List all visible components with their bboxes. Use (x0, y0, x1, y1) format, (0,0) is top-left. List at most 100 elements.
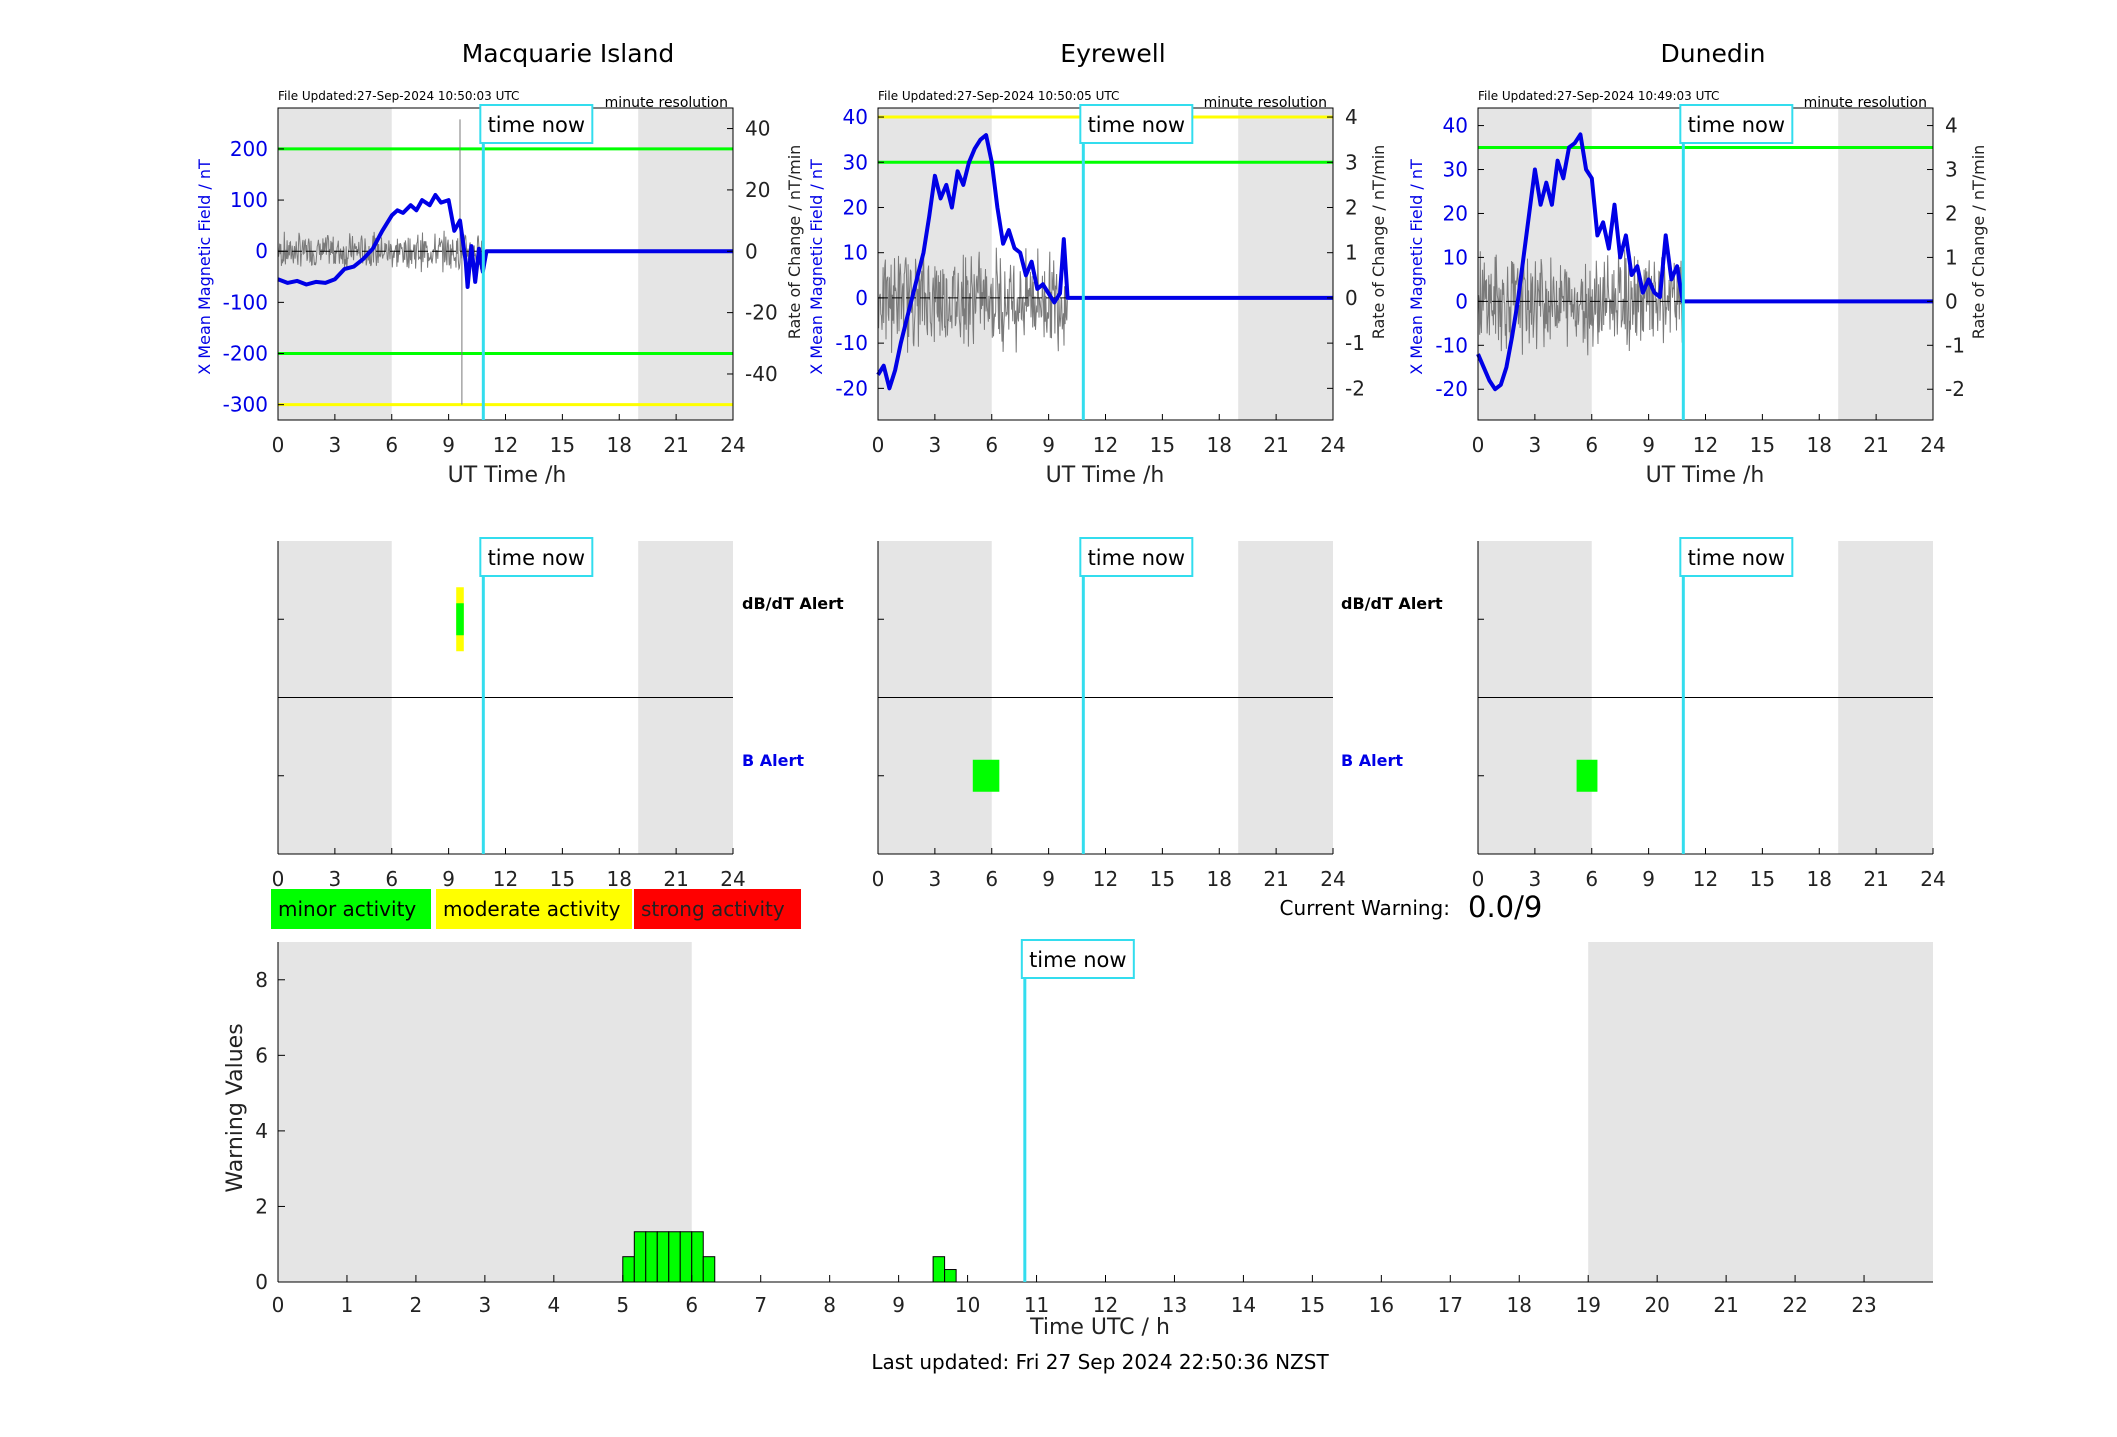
x-tick-label: 19 (1575, 1293, 1600, 1317)
x-tick-label: 3 (329, 433, 342, 457)
x-tick-label: 15 (550, 433, 575, 457)
file-updated-dunedin: File Updated:27-Sep-2024 10:49:03 UTC (1478, 89, 1719, 103)
night-shade-1 (1238, 108, 1333, 420)
warning-bar (645, 1231, 658, 1283)
x-tick-label: 12 (1093, 1293, 1118, 1317)
panel-title-macquarie: Macquarie Island (462, 39, 675, 68)
warning-bar (633, 1231, 647, 1283)
y-left-tick-label: 30 (843, 150, 868, 174)
y-right-tick-label: 40 (745, 117, 770, 141)
warning-bar (656, 1231, 670, 1283)
x-tick-label: 0 (272, 867, 285, 891)
y-left-tick-label: 0 (1455, 289, 1468, 313)
alert-panel-dunedin: 0 3 6 9 12 15 18 21 24 time now (1472, 537, 1946, 891)
y-right-tick-label: 0 (1945, 289, 1958, 313)
minute-resolution-dunedin: minute resolution (1804, 95, 1927, 111)
x-tick-label: 17 (1438, 1293, 1463, 1317)
x-tick-label: 21 (1713, 1293, 1738, 1317)
x-tick-label: 3 (929, 867, 942, 891)
x-tick-label: 24 (1920, 867, 1945, 891)
y-tick-label: 2 (255, 1194, 268, 1218)
legend-moderate-label: moderate activity (443, 897, 621, 921)
y-left-tick-label: 40 (843, 105, 868, 129)
time-now-box-bottom (1020, 939, 1135, 979)
y-left-tick-label: -20 (835, 376, 868, 400)
x-tick-label: 3 (329, 867, 342, 891)
y-tick-label: 8 (255, 968, 268, 992)
warning-bar (668, 1231, 681, 1283)
x-tick-label: 7 (754, 1293, 767, 1317)
y-left-tick-label: -100 (223, 290, 268, 314)
y-left-tick-label: 0 (255, 239, 268, 263)
y-right-tick-label: -2 (1945, 377, 1965, 401)
y-right-tick-label: -20 (745, 301, 778, 325)
x-tick-label: 18 (1807, 867, 1832, 891)
warning-bar (944, 1269, 957, 1283)
x-tick-label: 22 (1782, 1293, 1807, 1317)
x-tick-label: 15 (1750, 433, 1775, 457)
y-right-tick-label: -2 (1345, 376, 1365, 400)
x-tick-label: 10 (955, 1293, 980, 1317)
bottom-ylabel: Warning Values (223, 1023, 248, 1192)
ylabel-left-eyrewell: X Mean Magnetic Field / nT (807, 159, 826, 375)
y-right-tick-label: 2 (1945, 201, 1958, 225)
warning-bar (702, 1256, 716, 1283)
y-left-tick-label: -10 (835, 331, 868, 355)
x-tick-label: 24 (1920, 433, 1945, 457)
alert-panel-macquarie: 0 3 6 9 12 15 18 21 24 time now (272, 537, 746, 891)
x-tick-label: 16 (1369, 1293, 1394, 1317)
y-left-tick-label: -300 (223, 393, 268, 417)
ylabel-right-eyrewell: Rate of Change / nT/min (1369, 145, 1388, 340)
x-tick-label: 18 (1807, 433, 1832, 457)
y-tick-label: 4 (255, 1119, 268, 1143)
x-tick-label: 11 (1024, 1293, 1049, 1317)
x-tick-label: 3 (479, 1293, 492, 1317)
x-tick-label: 23 (1851, 1293, 1876, 1317)
minute-resolution-macquarie: minute resolution (605, 95, 728, 111)
panel-title-eyrewell: Eyrewell (1060, 39, 1165, 68)
y-tick-label: 0 (255, 1270, 268, 1294)
time-now-box-alert-0 (479, 537, 594, 577)
x-tick-label: 6 (385, 867, 398, 891)
rate-of-change-line (277, 230, 484, 273)
x-tick-label: 12 (493, 433, 518, 457)
y-tick-label: 6 (255, 1043, 268, 1067)
x-tick-label: 21 (1863, 867, 1888, 891)
x-tick-label: 6 (1585, 433, 1598, 457)
x-tick-label: 15 (1300, 1293, 1325, 1317)
x-tick-label: 0 (1472, 867, 1485, 891)
y-right-tick-label: 0 (745, 239, 758, 263)
minute-resolution-eyrewell: minute resolution (1204, 95, 1327, 111)
y-left-tick-label: -10 (1435, 333, 1468, 357)
x-tick-label: 9 (892, 1293, 905, 1317)
time-now-box-panel-0 (479, 104, 594, 144)
time-now-box-panel-2 (1679, 104, 1794, 144)
x-tick-label: 8 (823, 1293, 836, 1317)
x-tick-label: 21 (1263, 867, 1288, 891)
y-left-tick-label: 10 (843, 241, 868, 265)
panel-title-dunedin: Dunedin (1661, 39, 1766, 68)
legend-minor-label: minor activity (278, 897, 416, 921)
legend-strong-label: strong activity (641, 897, 785, 921)
b-alert-label-macquarie: B Alert (742, 751, 804, 770)
x-tick-label: 4 (547, 1293, 560, 1317)
x-tick-label: 21 (663, 433, 688, 457)
y-right-tick-label: 2 (1345, 195, 1358, 219)
x-tick-label: 18 (1207, 433, 1232, 457)
x-tick-label: 18 (1507, 1293, 1532, 1317)
x-tick-label: 9 (442, 433, 455, 457)
y-left-tick-label: 0 (855, 286, 868, 310)
x-tick-label: 6 (385, 433, 398, 457)
b-alert-label-eyrewell: B Alert (1341, 751, 1403, 770)
y-right-tick-label: 1 (1345, 241, 1358, 265)
ylabel-right-dunedin: Rate of Change / nT/min (1969, 145, 1988, 340)
y-left-tick-label: -200 (223, 342, 268, 366)
x-tick-label: 3 (929, 433, 942, 457)
y-left-tick-label: -20 (1435, 377, 1468, 401)
y-right-tick-label: -1 (1345, 331, 1365, 355)
field-series-line (277, 193, 733, 289)
time-now-label-alert-1: time now (1088, 546, 1185, 570)
